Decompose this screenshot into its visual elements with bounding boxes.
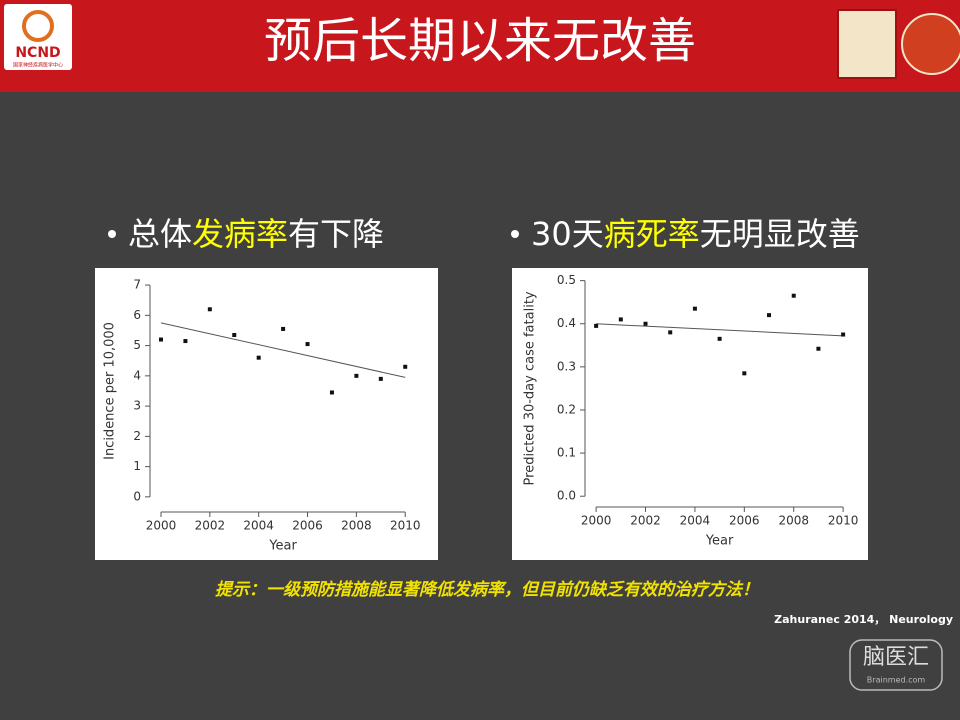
university-logo xyxy=(837,9,897,79)
y-tick-label: 0.4 xyxy=(557,316,576,330)
bullet-text: 总体 xyxy=(128,215,192,253)
bullet: 总体发病率有下降 xyxy=(128,215,384,253)
point xyxy=(183,339,188,344)
bullet-highlight: 病死率 xyxy=(604,215,700,253)
x-tick-label: 2002 xyxy=(195,519,226,533)
y-tick-label: 0.0 xyxy=(557,489,576,503)
point xyxy=(692,306,697,311)
point xyxy=(594,323,599,328)
college-logo xyxy=(901,13,960,75)
x-tick-label: 2000 xyxy=(146,519,177,533)
bullet-text: 有下降 xyxy=(288,215,384,253)
logo-box xyxy=(4,4,72,70)
logo-icon xyxy=(22,10,54,42)
header-band xyxy=(0,0,960,92)
y-tick-label: 2 xyxy=(133,429,141,443)
point xyxy=(232,333,237,337)
watermark-site: Brainmed.com xyxy=(867,676,926,685)
point xyxy=(354,373,359,378)
slide-title: 预后长期以来无改善 xyxy=(264,13,696,69)
point xyxy=(305,342,310,347)
point xyxy=(717,336,722,341)
y-tick-label: 4 xyxy=(133,368,141,382)
point xyxy=(816,346,821,351)
x-tick-label: 2000 xyxy=(581,514,612,528)
y-tick-label: 7 xyxy=(133,278,141,292)
y-tick-label: 0.3 xyxy=(557,359,576,373)
y-tick-label: 6 xyxy=(133,308,141,322)
y-tick-label: 0.2 xyxy=(557,402,576,416)
chart-panel xyxy=(512,268,868,560)
bullet-dot xyxy=(511,230,519,238)
bullet-text: 30天 xyxy=(531,215,604,253)
bullet: 30天病死率无明显改善 xyxy=(531,215,860,253)
x-tick-label: 2010 xyxy=(828,514,859,528)
note: 提示：一级预防措施能显著降低发病率，但目前仍缺乏有效的治疗方法！ xyxy=(215,580,759,600)
bullet-highlight: 发病率 xyxy=(192,215,288,253)
y-axis-label: Incidence per 10,000 xyxy=(103,322,118,460)
x-axis-label: Year xyxy=(705,534,734,549)
x-tick-label: 2004 xyxy=(243,519,274,533)
point xyxy=(256,355,261,360)
x-tick-label: 2006 xyxy=(292,519,323,533)
logo-subtitle: 国家神经疾病医学中心 xyxy=(13,62,63,69)
trendline xyxy=(596,323,844,337)
y-tick-label: 3 xyxy=(133,399,141,413)
point xyxy=(841,332,846,337)
x-tick-label: 2008 xyxy=(778,514,809,528)
point xyxy=(329,390,334,395)
point xyxy=(791,293,796,298)
y-tick-label: 1 xyxy=(133,459,141,473)
point xyxy=(158,337,163,342)
logo-text: NCND xyxy=(15,45,60,61)
x-tick-label: 2010 xyxy=(390,519,421,533)
watermark-frame xyxy=(849,639,943,691)
bullet-dot xyxy=(108,230,116,238)
point xyxy=(742,371,747,376)
x-axis-label: Year xyxy=(268,539,297,554)
point xyxy=(618,317,623,322)
citation: Zahuranec 2014， Neurology xyxy=(774,613,953,626)
chart-panel xyxy=(95,268,438,560)
x-tick-label: 2002 xyxy=(630,514,661,528)
trendline xyxy=(160,322,406,378)
watermark-name: 脑医汇 xyxy=(863,645,929,670)
x-tick-label: 2004 xyxy=(680,514,711,528)
x-tick-label: 2006 xyxy=(729,514,760,528)
point xyxy=(403,364,408,369)
y-tick-label: 0.1 xyxy=(557,446,576,460)
y-tick-label: 5 xyxy=(133,338,141,352)
point xyxy=(767,313,772,318)
point xyxy=(207,307,212,312)
y-tick-label: 0 xyxy=(133,489,141,503)
point xyxy=(643,321,648,326)
point xyxy=(378,376,383,381)
bullet-text: 无明显改善 xyxy=(700,215,860,253)
y-tick-label: 0.5 xyxy=(557,273,576,287)
y-axis-label: Predicted 30-day case fatality xyxy=(523,291,538,485)
point xyxy=(668,330,673,335)
x-tick-label: 2008 xyxy=(341,519,372,533)
point xyxy=(281,326,286,331)
